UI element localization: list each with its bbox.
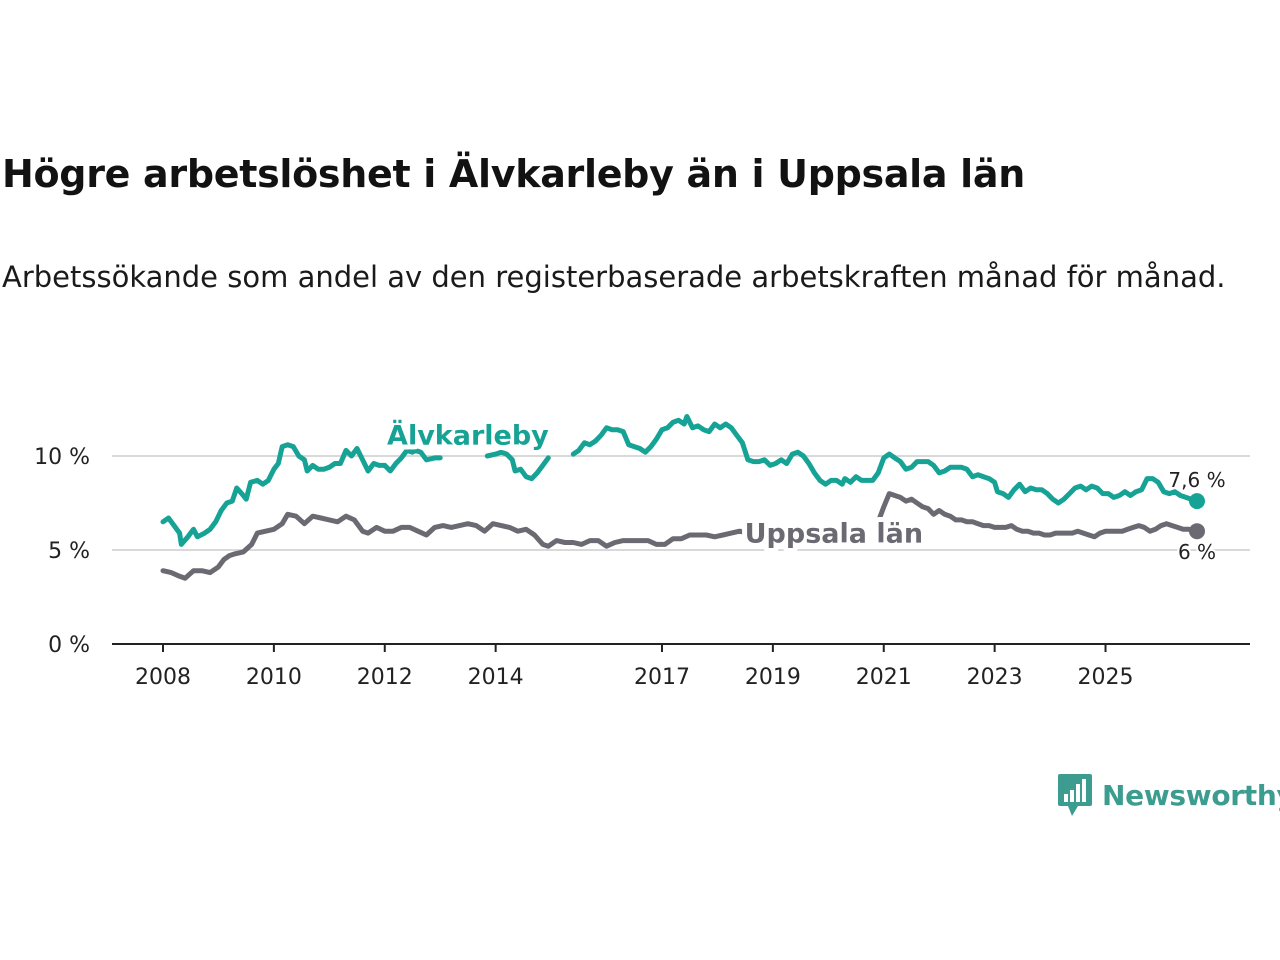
brand-name: Newsworthy <box>1102 778 1280 812</box>
end-label-alvkarleby: 7,6 % <box>1168 468 1225 492</box>
x-tick-label: 2021 <box>856 665 912 690</box>
series-annotation--lvkarleby: Älvkarleby <box>387 420 549 452</box>
chart-title: Högre arbetslöshet i Älvkarleby än i Upp… <box>2 152 1025 196</box>
chart-subtitle: Arbetssökande som andel av den registerb… <box>2 260 1226 294</box>
x-tick-label: 2023 <box>967 665 1023 690</box>
series-line-uppsala-l-n <box>875 491 1200 540</box>
series-line--lvkarleby <box>570 414 1200 506</box>
y-tick-label: 10 % <box>34 445 90 470</box>
x-tick-label: 2019 <box>745 665 801 690</box>
newsworthy-logo: Newsworthy <box>1058 772 1280 818</box>
end-point-marker <box>1189 523 1205 540</box>
series-annotation-uppsala-l-n: Uppsala län <box>745 518 923 549</box>
x-tick-label: 2008 <box>135 665 191 690</box>
series-line--lvkarleby <box>160 442 443 547</box>
x-tick-label: 2012 <box>357 665 413 690</box>
end-point-marker <box>1189 493 1205 510</box>
y-tick-label: 5 % <box>48 539 90 564</box>
series-line--lvkarleby <box>484 449 551 482</box>
bar-chart-speech-bubble-icon <box>1058 774 1092 816</box>
line-chart: 0 % 5 % 10 % 2008 2010 2012 2014 2017 2019 2021 20… <box>34 414 1250 690</box>
end-label-uppsala: 6 % <box>1178 540 1216 564</box>
y-tick-label: 0 % <box>48 633 90 658</box>
x-tick-label: 2025 <box>1078 665 1134 690</box>
x-tick-label: 2010 <box>246 665 302 690</box>
x-tick-label: 2017 <box>634 665 690 690</box>
series-line-uppsala-l-n <box>160 511 784 581</box>
x-tick-label: 2014 <box>468 665 524 690</box>
